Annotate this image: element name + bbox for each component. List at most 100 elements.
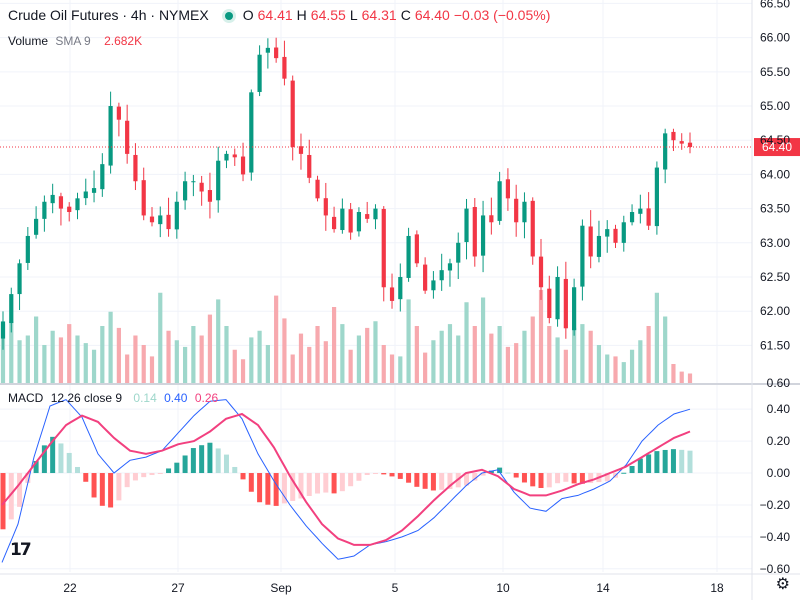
volume-legend[interactable]: Volume SMA 9 2.682K (8, 34, 146, 48)
volume-bar (91, 349, 97, 383)
macd-hist-bar (579, 473, 585, 484)
volume-bar (596, 345, 602, 383)
macd-hist-bar (207, 442, 213, 474)
candle-body (75, 198, 80, 211)
candle-body (216, 160, 221, 201)
volume-bar (0, 324, 6, 383)
volume-bars (0, 289, 693, 383)
pane-edge-label: 0.60 (767, 376, 791, 390)
candle-body (9, 294, 14, 324)
candle-body (274, 47, 279, 59)
macd-hist-bar (215, 448, 221, 474)
volume-bar (141, 345, 146, 383)
axis-labels: 22 27 Sep 5 10 14 1866.5066.0065.5065.0064.506… (63, 0, 792, 595)
candle-body (596, 235, 602, 257)
symbol-title[interactable]: Crude Oil Futures · 4h · NYMEX (8, 7, 209, 23)
macd-tick-label: 0.00 (767, 466, 791, 480)
volume-bar (580, 324, 585, 383)
candle-body (629, 212, 635, 223)
close-value: 64.40 (414, 7, 450, 23)
price-tick-label: 65.50 (760, 65, 790, 79)
candle-body (530, 200, 535, 257)
macd-legend[interactable]: MACD 12 26 close 9 0.14 0.40 0.26 (8, 391, 222, 405)
volume-bar (514, 343, 519, 383)
macd-hist-bar (315, 473, 321, 494)
candle-body (182, 181, 188, 201)
gear-icon[interactable]: ⚙ (775, 576, 790, 593)
volume-bar (149, 356, 155, 383)
volume-bar (572, 327, 577, 383)
price-tick-label: 65.00 (760, 99, 790, 113)
candle-body (406, 235, 411, 278)
tradingview-logo[interactable]: 17 (10, 540, 32, 560)
macd-hist-bar (199, 445, 205, 474)
candle-body (307, 154, 312, 178)
low-value: 64.31 (361, 7, 397, 23)
candle-body (91, 188, 97, 193)
volume-bar (456, 335, 461, 383)
candle-body (671, 131, 676, 141)
macd-hist-bar (530, 473, 536, 487)
macd-hist-bar (505, 472, 511, 474)
volume-bar (116, 327, 121, 383)
candle-body (191, 181, 196, 183)
x-tick-label: 27 (171, 581, 185, 595)
volume-bar (588, 330, 593, 383)
macd-hist-bar (108, 473, 114, 508)
macd-hist-bar (356, 473, 362, 481)
candle-body (158, 215, 163, 225)
macd-hist-bar (273, 473, 279, 506)
macd-tick-label: −0.60 (760, 562, 791, 576)
macd-hist-bar (414, 473, 420, 487)
volume-bar (505, 346, 511, 383)
volume-bar (207, 314, 213, 383)
volume-bar (58, 337, 64, 383)
volume-bar (563, 349, 568, 383)
volume-bar (191, 326, 196, 383)
candle-body (514, 198, 519, 223)
macd-hist-bar (166, 468, 172, 474)
price-tick-label: 64.50 (760, 133, 790, 147)
macd-hist-bar (149, 473, 155, 476)
x-tick-label: 14 (596, 581, 610, 595)
candle-body (456, 242, 461, 263)
candle-body (439, 270, 444, 281)
volume-bar (423, 352, 428, 383)
candle-body (621, 222, 626, 243)
macd-hist-bar (621, 472, 627, 474)
volume-bar (414, 326, 419, 383)
volume-bar (166, 330, 171, 383)
open-value: 64.41 (257, 7, 293, 23)
macd-hist-bar (430, 473, 436, 491)
volume-bar (547, 326, 552, 383)
candle-body (207, 190, 213, 202)
macd-hist-bar (83, 473, 89, 482)
candle-body (240, 156, 246, 175)
price-tick-label: 61.50 (760, 338, 790, 352)
volume-bar (613, 356, 618, 383)
candle-body (572, 287, 577, 331)
candle-body (282, 56, 287, 79)
macd-label: MACD (8, 391, 44, 405)
macd-hist-bar (497, 467, 503, 474)
macd-hist-bar (381, 473, 387, 475)
volume-bar (621, 362, 626, 383)
market-status-icon (224, 11, 233, 20)
candle-body (356, 212, 362, 232)
candle-body (83, 191, 88, 199)
volume-bar (249, 337, 254, 383)
volume-bar (174, 340, 179, 383)
candle-body (679, 141, 684, 144)
macd-hist-bar (124, 473, 130, 488)
volume-bar (133, 335, 138, 383)
volume-bar (439, 330, 444, 383)
volume-bar (17, 340, 22, 383)
volume-bar (472, 326, 477, 383)
candle-body (133, 154, 138, 182)
volume-bar (282, 318, 287, 383)
macd-hist-bar (679, 449, 685, 474)
macd-hist-bar (298, 473, 304, 499)
macd-hist-value: 0.14 (133, 391, 157, 405)
candle-body (25, 235, 30, 263)
